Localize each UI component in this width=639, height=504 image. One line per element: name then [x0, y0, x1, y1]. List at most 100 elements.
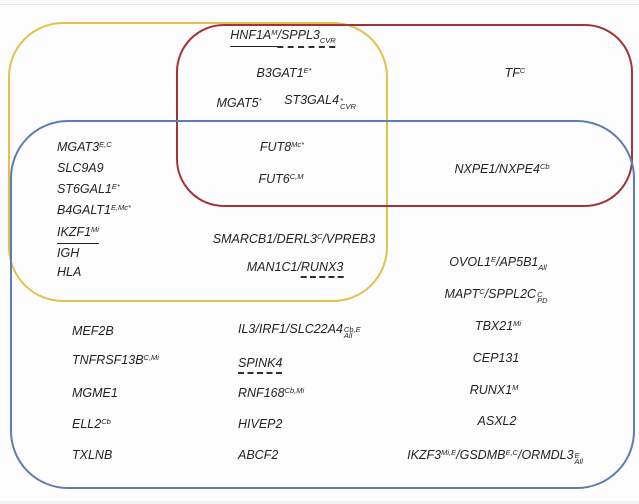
group: TBX21Mi — [475, 319, 521, 335]
gene-text: B4GALT1 — [57, 203, 111, 217]
gene-entry: ABCF2 — [238, 448, 279, 462]
group: IL3/IRF1/SLC22A4 Cb,E All — [238, 322, 361, 340]
superscript: Mc* — [291, 139, 305, 149]
group: ELL2Cb — [72, 417, 111, 433]
gene-text: MAPT — [444, 287, 480, 301]
superscript: E,C — [99, 139, 112, 149]
gene-entry: MEF2B — [72, 324, 114, 338]
gene-entry: B4GALT1E,Mc* — [57, 203, 131, 219]
gene-text: SMARCB1/DERL3 — [212, 232, 317, 246]
gene-text: RUNX1 — [469, 383, 513, 397]
group: ST3GAL4 * CVR — [284, 93, 356, 111]
gene-entry: MGAT3E,C — [57, 140, 112, 156]
superscript: C — [479, 286, 485, 296]
gene-text: OVOL1 — [449, 255, 491, 269]
superscript: C,Mi — [143, 352, 159, 362]
group: MAPTC/SPPL2C C PD — [445, 287, 548, 305]
top-edge-artifact — [0, 4, 639, 5]
superscript: * — [258, 95, 262, 105]
superscript: E,Mc* — [110, 202, 131, 212]
underlined-group: SPINK4 — [238, 356, 283, 374]
gene-entry: SPINK4 — [238, 356, 283, 374]
gene-text: TBX21 — [474, 319, 514, 333]
gene-entry: ASXL2 — [477, 414, 517, 428]
gene-entry: TFC — [505, 66, 526, 82]
gene-entry: IKZF1Mi — [57, 225, 99, 244]
gene-entry: MAPTC/SPPL2C C PD — [445, 287, 548, 305]
group: FUT8Mc* — [260, 140, 304, 156]
gene-entry: MAN1C1/RUNX3 — [247, 260, 344, 278]
superscript: C — [316, 231, 323, 241]
gene-entry: HLA — [57, 265, 82, 279]
gene-entry: MGME1 — [72, 386, 118, 400]
gene-entry: FUT6C,M — [259, 172, 304, 188]
group: MGAT5* — [216, 96, 261, 112]
gene-text: /SPPL2C — [484, 287, 537, 301]
group: B3GAT1E* — [257, 66, 312, 82]
gene-text: IKZF3 — [407, 448, 442, 462]
gene-entry: HIVEP2 — [238, 417, 283, 431]
set-outline-yellow — [8, 22, 388, 302]
group: IKZF3Mi,E/GSDMBE,C/ORMDL3 E All — [407, 448, 583, 466]
gene-text: ST6GAL1 — [57, 182, 112, 196]
gene-text: ELL2 — [72, 417, 102, 431]
superscript: C — [519, 65, 526, 75]
gene-text: IL3/IRF1/SLC22A4 — [238, 322, 343, 336]
gene-entry: CEP131 — [472, 351, 520, 365]
gene-entry: IGH — [57, 246, 80, 260]
gene-text: /GSDMB — [456, 448, 506, 462]
superscript: M — [271, 27, 278, 37]
superscript: Mi,E — [441, 447, 457, 457]
group: FUT6C,M — [259, 172, 304, 188]
gene-text: /VPREB3 — [322, 232, 376, 246]
underlined-group: IKZF1Mi — [57, 225, 99, 244]
gene-text: MGAT3 — [57, 140, 100, 154]
group: TNFRSF13BC,Mi — [72, 353, 159, 369]
gene-entry: ST3GAL4 * CVR — [284, 93, 356, 111]
underlined-group: HNF1AM — [230, 27, 278, 47]
group: SMARCB1/DERL3C/VPREB3 — [213, 232, 375, 248]
gene-entry: SLC9A9 — [57, 161, 104, 175]
set-outline-blue — [10, 120, 635, 489]
group: MGAT3E,C — [57, 140, 112, 156]
superscript: Cb,Mi — [284, 385, 305, 395]
set-outline-red — [176, 24, 633, 207]
subscript: All — [538, 262, 547, 272]
gene-entry: NXPE1/NXPE4Cb — [454, 162, 549, 178]
superscript: Cb — [539, 161, 550, 171]
gene-text: FUT6 — [258, 172, 290, 186]
bottom-edge-artifact — [0, 501, 639, 504]
gene-text: TNFRSF13B — [72, 353, 144, 367]
group: ST6GAL1E* — [57, 182, 120, 198]
gene-entry: RUNX1M — [470, 383, 519, 399]
underlined-group: /SPPL3CVR — [277, 28, 336, 48]
gene-text: HNF1A — [230, 28, 272, 42]
gene-text: RUNX3 — [300, 260, 344, 274]
gene-text: ST3GAL4 — [284, 93, 340, 107]
gene-entry: MGAT5* — [216, 96, 261, 112]
gene-entry: ST6GAL1E* — [57, 182, 120, 198]
group: B4GALT1E,Mc* — [57, 203, 131, 219]
superscript: Mi — [91, 224, 99, 234]
superscript: E* — [303, 65, 312, 75]
underlined-group: RUNX3 — [300, 260, 344, 278]
gene-entry: RNF168Cb,Mi — [238, 386, 304, 402]
sup-sub-stack: E All — [574, 450, 583, 466]
group: MAN1C1/ — [247, 260, 301, 274]
sup-sub-stack: C PD — [537, 289, 548, 305]
gene-entry: TNFRSF13BC,Mi — [72, 353, 159, 369]
superscript: E* — [111, 181, 120, 191]
group: OVOL1E/AP5B1All — [449, 255, 547, 272]
gene-text: B3GAT1 — [256, 66, 304, 80]
group: TFC — [505, 66, 526, 82]
gene-text: NXPE1/NXPE4 — [454, 162, 540, 176]
group: NXPE1/NXPE4Cb — [454, 162, 549, 178]
gene-entry: FUT8Mc* — [260, 140, 304, 156]
group: RUNX1M — [470, 383, 519, 399]
subscript: CVR — [319, 35, 336, 45]
superscript: M — [512, 382, 519, 392]
gene-text: TF — [504, 66, 520, 80]
gene-entry: IKZF3Mi,E/GSDMBE,C/ORMDL3 E All — [407, 448, 583, 466]
superscript: Cb — [101, 416, 111, 426]
